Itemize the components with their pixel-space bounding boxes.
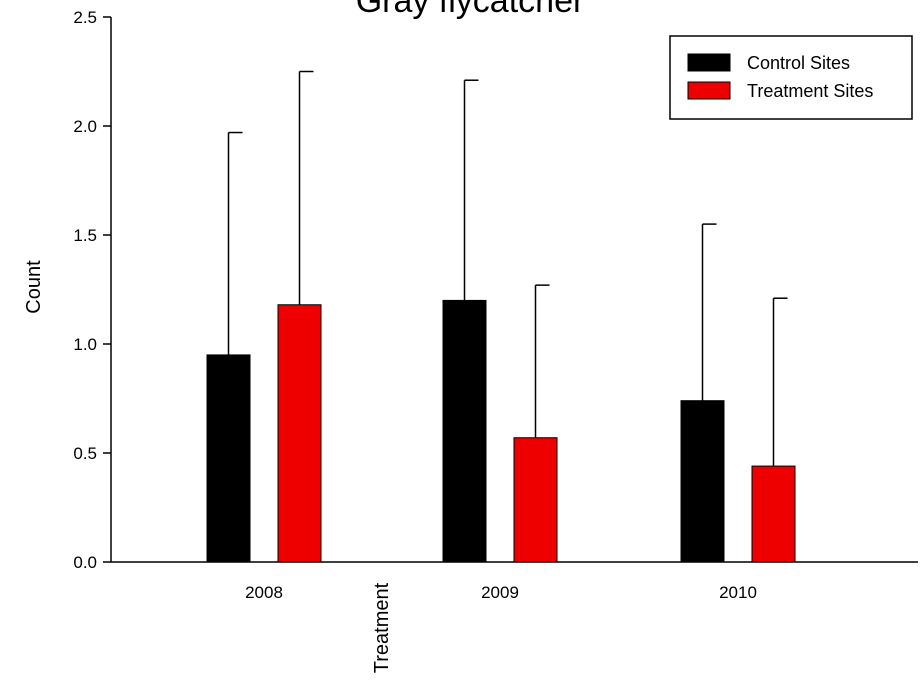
legend: Control Sites Treatment Sites: [669, 35, 913, 120]
x-tick-label-2: 2010: [719, 583, 757, 602]
bar-1-1: [513, 437, 558, 563]
y-tick-label-4: 2.0: [73, 117, 97, 136]
bar-1-0: [277, 304, 322, 563]
x-axis-label: Treatment: [371, 582, 393, 673]
legend-swatch-control: [687, 53, 731, 72]
y-tick-label-1: 0.5: [73, 444, 97, 463]
x-tick-label-0: 2008: [245, 583, 283, 602]
y-tick-label-3: 1.5: [73, 226, 97, 245]
y-tick-label-5: 2.5: [73, 8, 97, 27]
legend-label-treatment: Treatment Sites: [747, 81, 873, 101]
x-tick-label-1: 2009: [481, 583, 519, 602]
legend-box: [669, 35, 913, 120]
legend-swatch-treatment: [687, 81, 731, 100]
y-axis-label: Count: [23, 260, 45, 314]
y-tick-label-0: 0.0: [73, 553, 97, 572]
bar-0-0: [206, 354, 251, 563]
bar-0-1: [442, 299, 487, 563]
y-tick-label-2: 1.0: [73, 335, 97, 354]
bar-0-2: [680, 400, 725, 563]
legend-label-control: Control Sites: [747, 53, 850, 73]
chart-title: Gray flycatcher: [356, 0, 585, 20]
bar-1-2: [751, 465, 796, 563]
